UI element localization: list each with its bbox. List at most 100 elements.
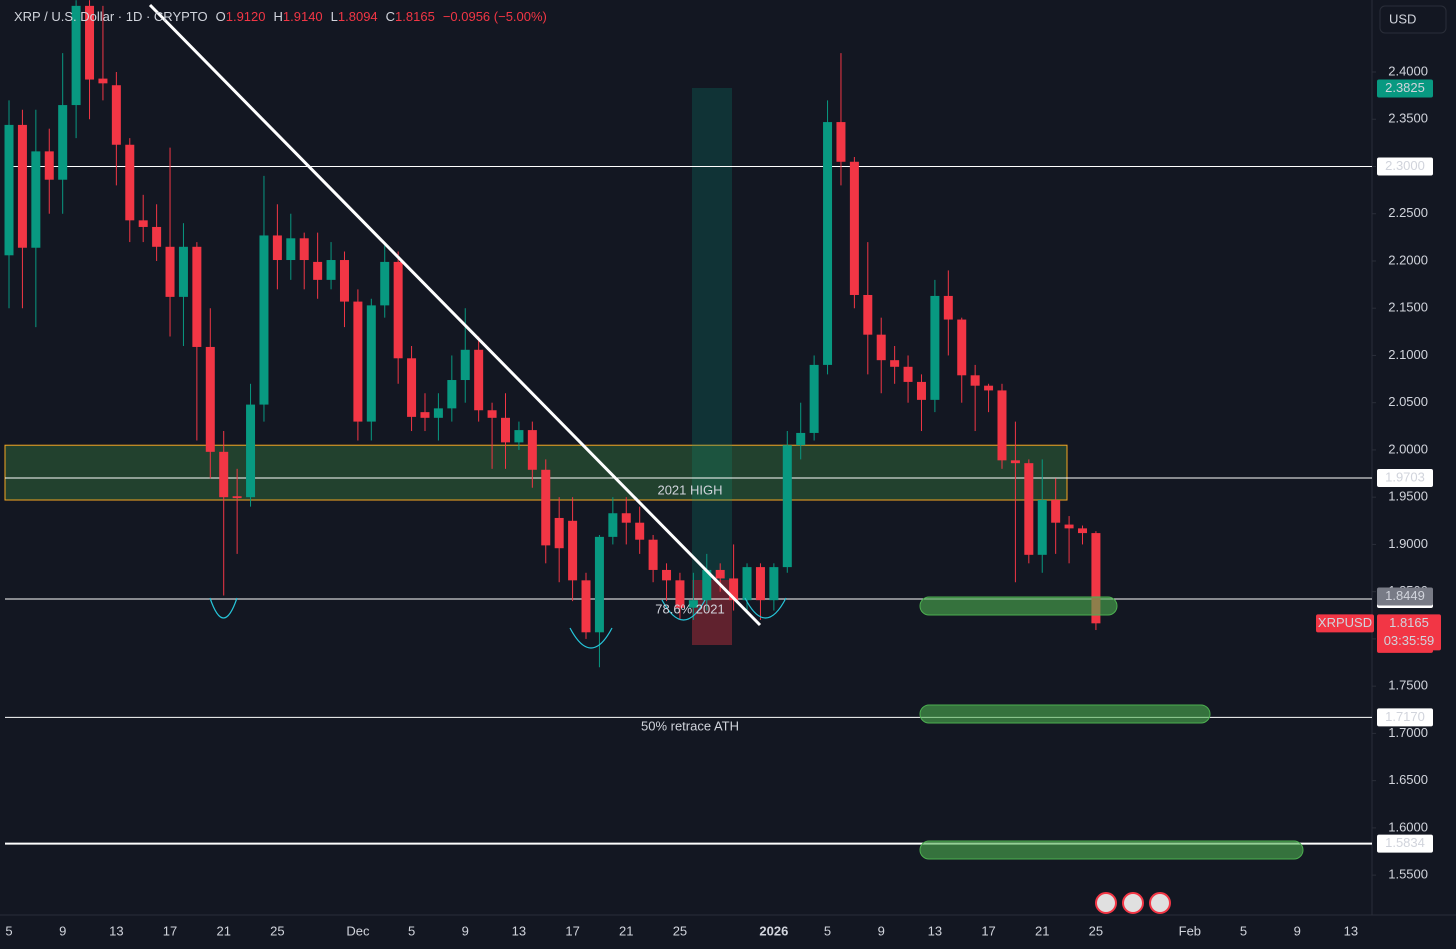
candle-body [286,238,296,261]
candle-body [715,569,725,579]
candle-body [178,246,188,297]
x-tick-label: 17 [163,923,177,938]
header-text: 1.9120 [226,9,266,24]
candles [4,0,1101,668]
candle-body [742,567,752,601]
x-tick-label: 13 [512,923,526,938]
candle-body [702,569,712,601]
y-tick-label: 1.6000 [1388,819,1428,834]
drawings: 2021 HIGH 78.6% 2021 50% retrace ATH [148,3,1304,860]
countdown: 03:35:59 [1384,633,1435,648]
event-icon[interactable] [1095,892,1117,914]
y-tick-label: 2.2500 [1388,205,1428,220]
candle-body [1091,533,1101,624]
price-badge [1377,834,1433,853]
candle-body [98,78,108,84]
y-tick-label: 2.0000 [1388,441,1428,456]
event-icon[interactable] [1122,892,1144,914]
candle-body [943,295,953,320]
x-tick-label: 21 [1035,923,1049,938]
candle-body [662,569,672,581]
candle-body [863,294,873,335]
candle-body [125,144,135,221]
y-tick-label: 2.1500 [1388,300,1428,315]
candle-body [1037,500,1047,555]
x-tick-label: 5 [1240,923,1247,938]
header-text: H [274,9,283,24]
candle-body [474,349,484,411]
trendline [148,3,762,627]
candle-body [313,261,323,280]
candle-body [849,161,859,295]
header-text: −0.0956 (−5.00%) [443,9,547,24]
candle-body [393,261,403,359]
candle-body [541,469,551,546]
candle-body [1064,524,1074,529]
candle-body [259,235,269,405]
candle-body [272,235,282,261]
candle-body [17,124,27,248]
candle-body [299,238,309,261]
candle-body [823,122,833,365]
scribble [744,597,787,619]
candle-body [326,260,336,280]
x-tick-label: 5 [824,923,831,938]
candle-body [514,430,524,443]
currency-button[interactable] [1379,5,1447,34]
annotation: 78.6% 2021 [655,601,724,616]
candle-body [903,366,913,382]
last-price-label: 1.8165 [1389,615,1429,630]
scribble [209,597,238,619]
candle-body [769,567,779,601]
candle-body [916,381,926,400]
candle-body [138,220,148,227]
x-tick-label: 5 [5,923,12,938]
event-icon[interactable] [1149,892,1171,914]
symbol-badge [1316,614,1374,633]
candle-body [729,578,739,601]
candle-body [957,319,967,376]
price-badge-label: 2.3825 [1385,80,1425,95]
x-tick-label: 13 [1344,923,1358,938]
y-tick-label: 1.7000 [1388,725,1428,740]
candle-body [1077,528,1087,534]
candle-body [111,85,121,145]
price-badge-label: 1.5834 [1385,835,1425,850]
price-badge-label: 1.9703 [1385,469,1425,484]
candle-body [782,445,792,568]
candle-body [407,358,417,417]
price-badge-label: 1.7170 [1385,709,1425,724]
header-text: O [216,9,226,24]
candle-body [809,364,819,433]
event-icons [1095,892,1171,914]
candle-body [31,151,41,248]
header-text: 1.8165 [395,9,435,24]
candle-body [1051,500,1061,523]
x-tick-label: 9 [59,923,66,938]
header-text: XRP / U.S. Dollar · 1D · CRYPTO [14,9,208,24]
x-tick-label: 17 [981,923,995,938]
candle-body [876,334,886,361]
candle-body [836,122,846,162]
candle-body [339,260,349,302]
candle-body [205,346,215,452]
y-tick-label: 2.1000 [1388,347,1428,362]
candle-body [380,261,390,306]
y-tick-label: 2.4000 [1388,63,1428,78]
candle-body [246,404,256,498]
candle-body [527,430,537,470]
currency-label[interactable]: USD [1389,11,1416,26]
candle-body [930,295,940,400]
candle-body [796,432,806,446]
x-tick-label: 21 [216,923,230,938]
support-zone [919,840,1304,860]
price-badge [1377,157,1433,176]
candle-body [594,536,604,633]
y-tick-label: 2.2000 [1388,252,1428,267]
candle-body [4,124,14,256]
zone-label: 2021 HIGH [657,482,722,497]
candle-body [997,390,1007,461]
candle-body [165,246,175,297]
